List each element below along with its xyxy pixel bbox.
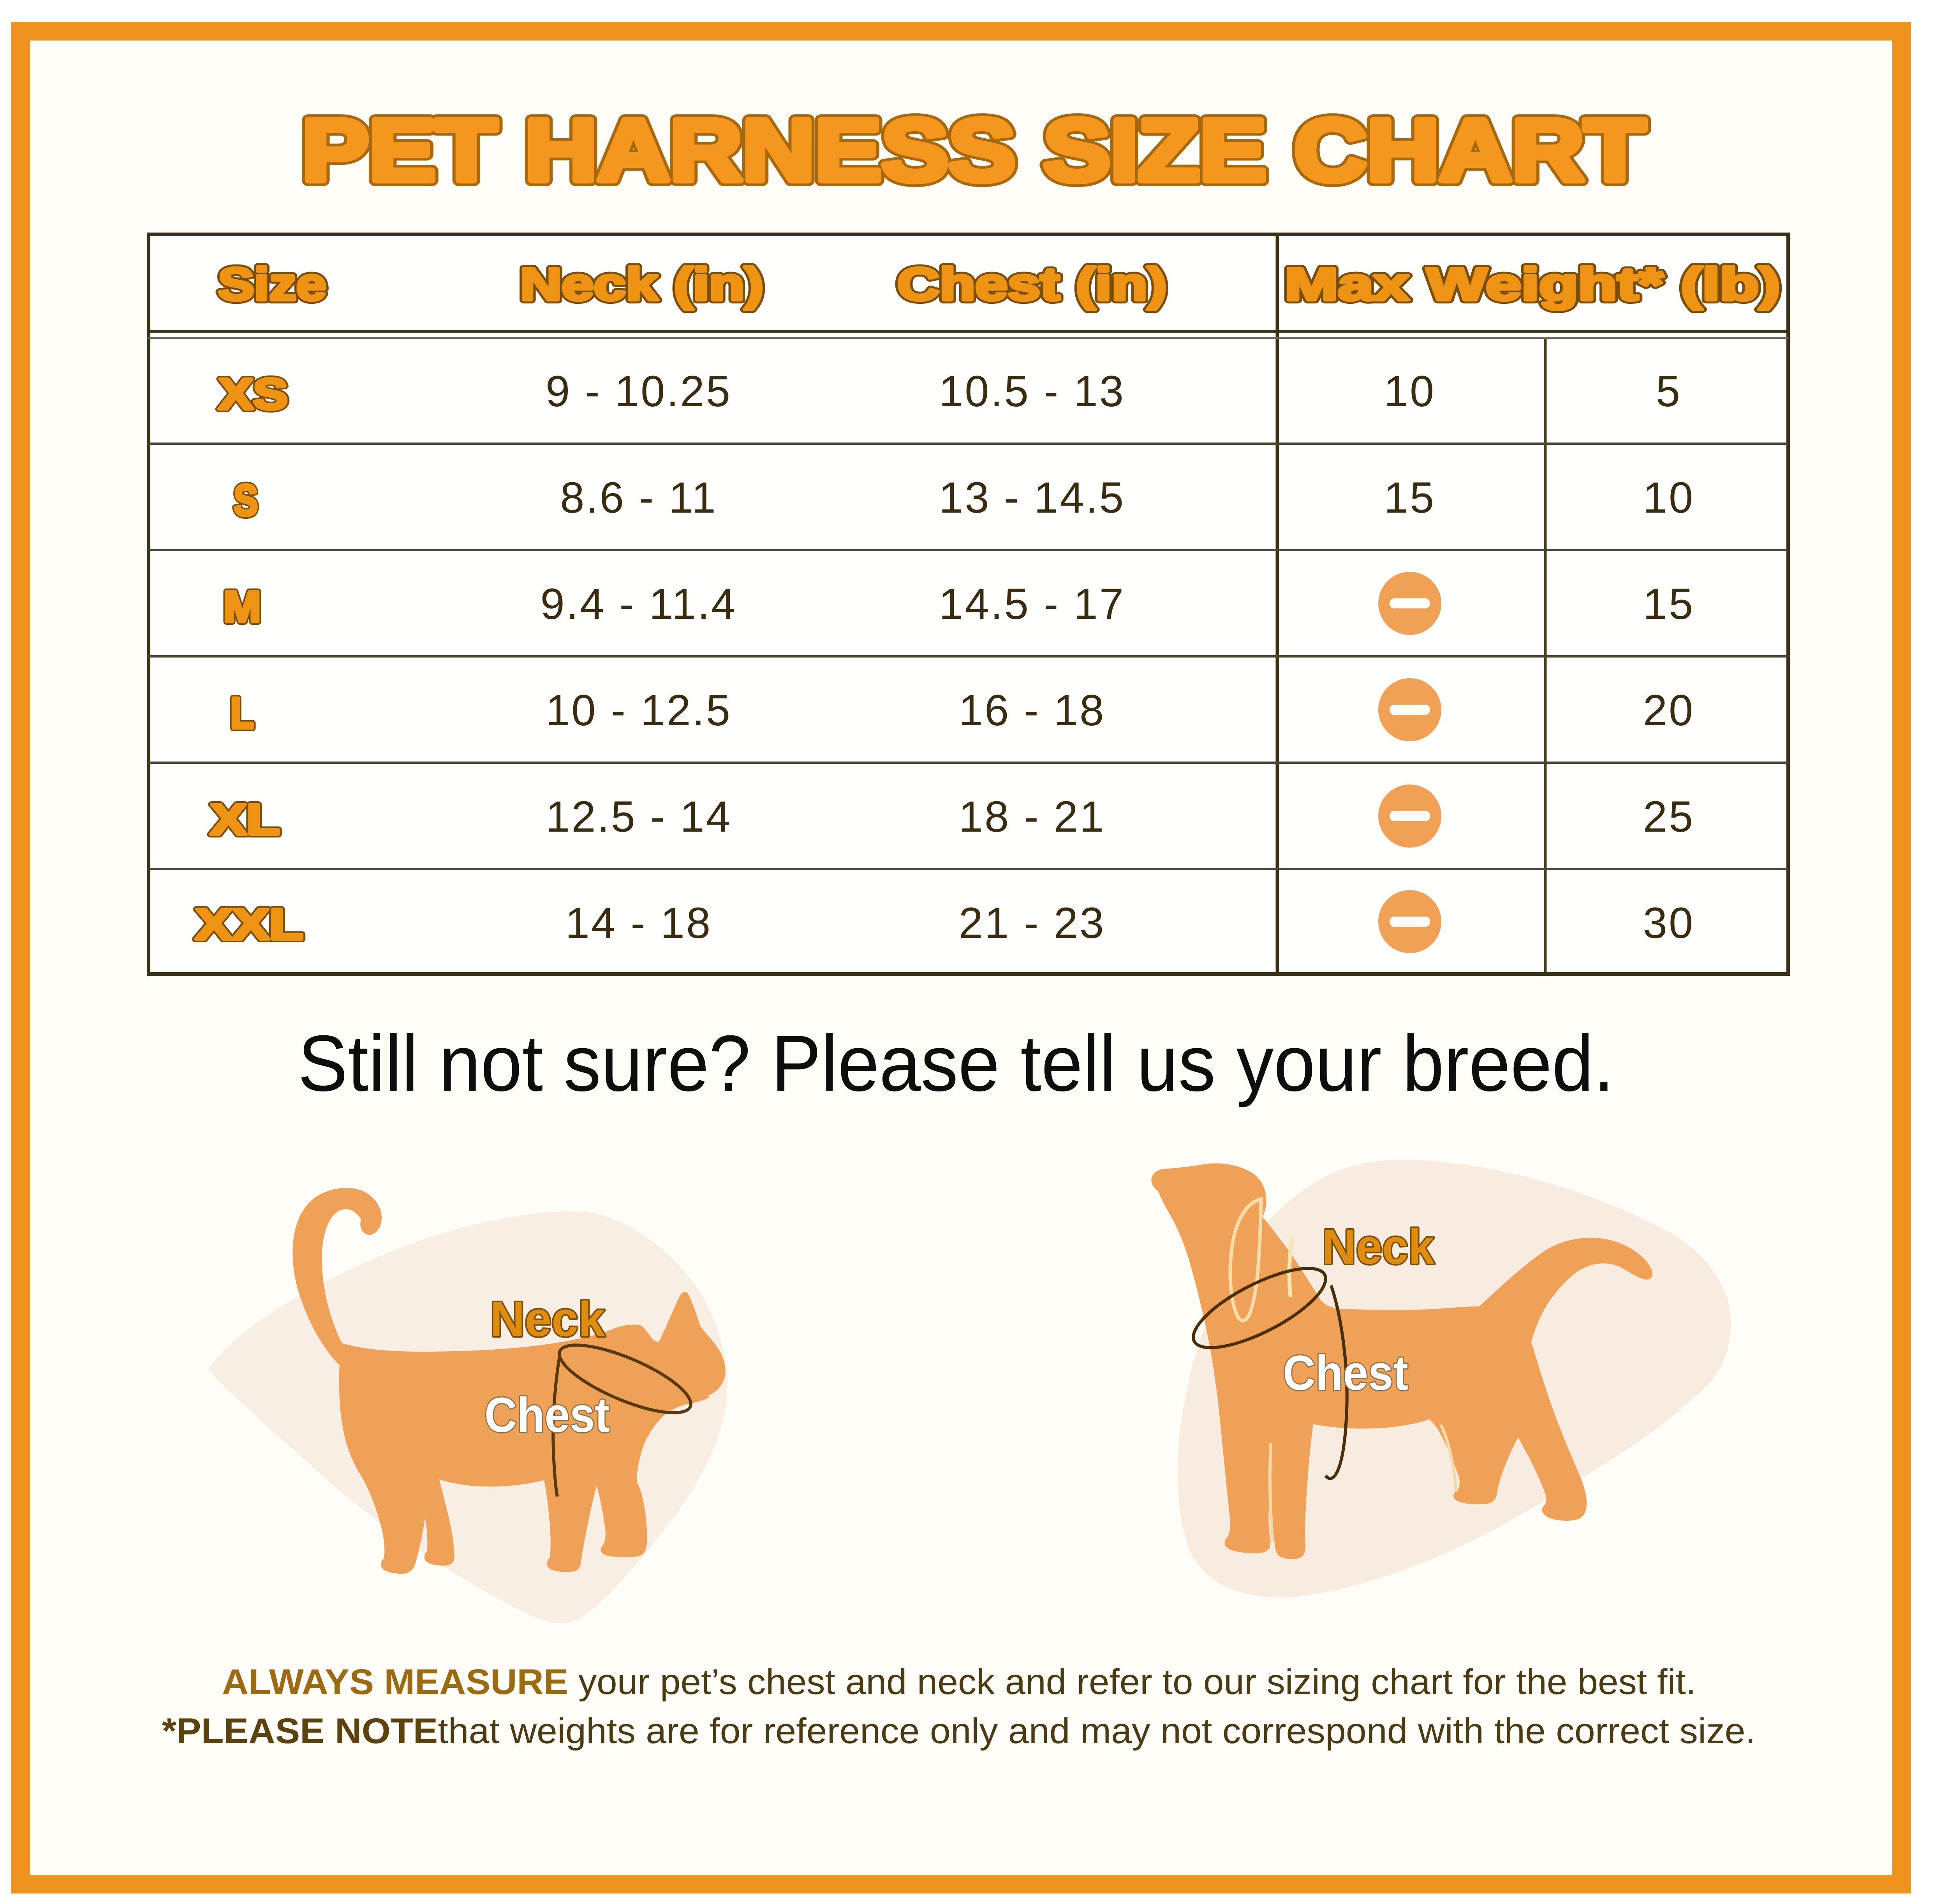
svg-text:10 - 12.5: 10 - 12.5 [546, 686, 732, 735]
svg-text:XS: XS [218, 370, 288, 418]
svg-text:10: 10 [1643, 473, 1695, 522]
svg-text:15: 15 [1384, 473, 1436, 522]
svg-text:Size: Size [218, 259, 326, 310]
svg-text:8.6 - 11: 8.6 - 11 [560, 473, 717, 522]
svg-text:5: 5 [1656, 367, 1682, 416]
svg-text:Neck: Neck [1322, 1219, 1435, 1274]
svg-text:M: M [224, 582, 261, 631]
svg-text:12.5 - 14: 12.5 - 14 [546, 792, 732, 841]
svg-text:ALWAYS MEASURE your pet’s ches: ALWAYS MEASURE your pet’s chest and neck… [222, 1662, 1696, 1702]
svg-text:25: 25 [1643, 792, 1695, 841]
svg-text:S: S [234, 476, 258, 525]
svg-text:Neck: Neck [490, 1292, 606, 1347]
svg-text:XL: XL [210, 795, 280, 844]
svg-text:10: 10 [1384, 367, 1436, 416]
svg-text:PET HARNESS SIZE CHART: PET HARNESS SIZE CHART [302, 101, 1645, 199]
svg-text:14.5 - 17: 14.5 - 17 [939, 580, 1125, 628]
svg-text:Neck (in): Neck (in) [520, 259, 764, 310]
svg-text:Chest: Chest [484, 1387, 610, 1442]
svg-text:L: L [231, 689, 254, 737]
svg-text:21 - 23: 21 - 23 [959, 899, 1106, 947]
svg-text:XXL: XXL [196, 900, 303, 948]
svg-text:Chest (in): Chest (in) [897, 259, 1167, 310]
svg-text:Neck (in): Neck (in) [520, 259, 764, 310]
svg-text:Chest: Chest [1283, 1345, 1408, 1400]
svg-text:9.4 - 11.4: 9.4 - 11.4 [541, 580, 737, 628]
svg-text:Max Weight* (lb): Max Weight* (lb) [1285, 259, 1780, 310]
svg-text:20: 20 [1643, 686, 1695, 735]
svg-text:Still not sure? Please tell us: Still not sure? Please tell us your bree… [298, 1019, 1614, 1108]
svg-text:S: S [234, 476, 258, 525]
svg-text:15: 15 [1643, 580, 1695, 628]
svg-text:Chest (in): Chest (in) [897, 259, 1167, 310]
svg-text:16 - 18: 16 - 18 [959, 686, 1106, 735]
svg-text:L: L [231, 689, 254, 737]
svg-text:14 - 18: 14 - 18 [565, 899, 712, 947]
svg-text:Size: Size [218, 259, 326, 310]
svg-text:XS: XS [218, 370, 288, 418]
svg-text:M: M [224, 582, 261, 631]
svg-text:9 - 10.25: 9 - 10.25 [546, 367, 732, 416]
svg-text:XXL: XXL [196, 900, 303, 948]
svg-text:30: 30 [1643, 899, 1695, 947]
svg-text:XL: XL [210, 795, 280, 844]
svg-text:18 - 21: 18 - 21 [959, 792, 1106, 841]
svg-text:Max Weight* (lb): Max Weight* (lb) [1285, 259, 1780, 310]
svg-text:13 - 14.5: 13 - 14.5 [939, 473, 1125, 522]
svg-text:PET HARNESS SIZE CHART: PET HARNESS SIZE CHART [302, 101, 1645, 199]
svg-text:10.5 - 13: 10.5 - 13 [939, 367, 1125, 416]
